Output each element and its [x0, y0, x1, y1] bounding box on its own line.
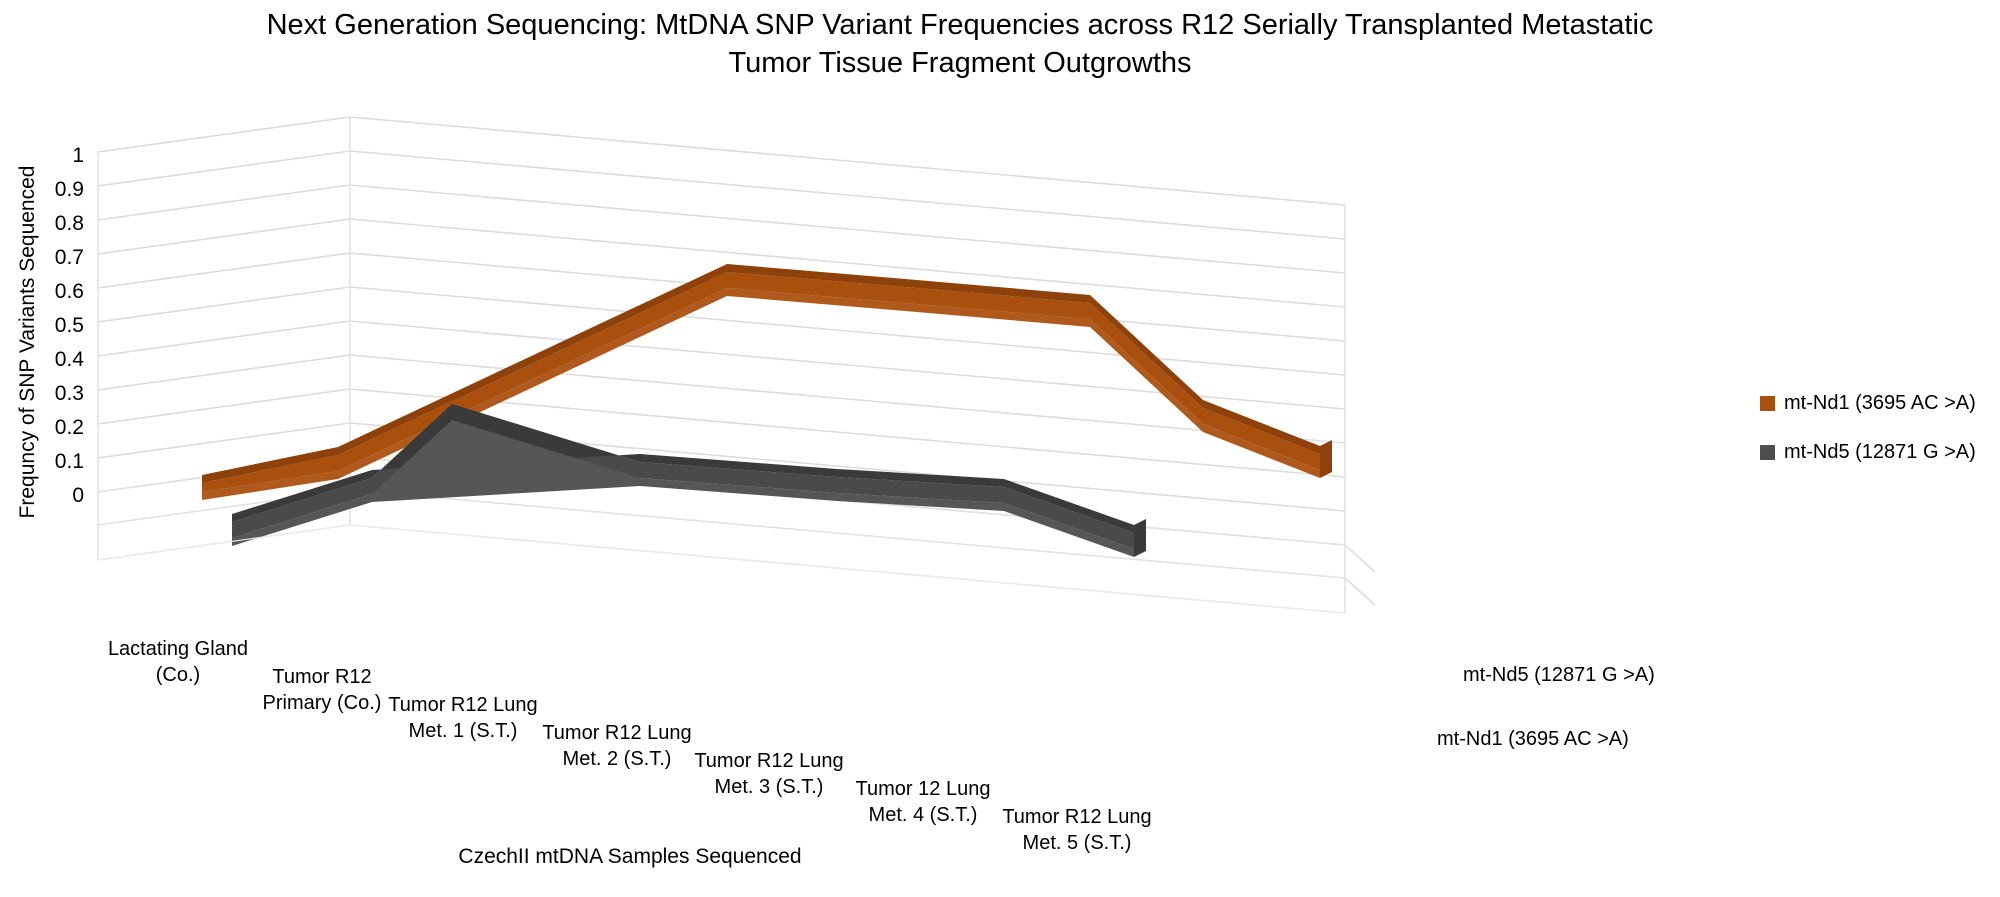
legend-swatch-mt-nd5: [1760, 445, 1775, 460]
y-tick-label: 0.5: [54, 314, 84, 337]
y-tick-label: 1: [72, 144, 84, 167]
legend-item-mt-nd1[interactable]: mt-Nd1 (3695 AC >A): [1760, 392, 2000, 415]
series-ribbon-mt-nd1: [202, 264, 1332, 500]
legend-item-mt-nd5[interactable]: mt-Nd5 (12871 G >A): [1760, 441, 2000, 464]
x-category-label: Tumor R12 Lung Met. 3 (S.T.): [664, 748, 874, 800]
legend-swatch-mt-nd1: [1760, 396, 1775, 411]
x-axis-title: CzechII mtDNA Samples Sequenced: [458, 845, 802, 868]
x-category-label-line: Met. 1 (S.T.): [408, 720, 518, 742]
y-tick-label: 0: [72, 484, 84, 507]
y-tick-label: 0.4: [54, 348, 84, 371]
x-category-label-line: Primary (Co.): [262, 692, 382, 714]
legend: mt-Nd1 (3695 AC >A) mt-Nd5 (12871 G >A): [1760, 392, 2000, 490]
x-category-label-line: Tumor R12 Lung: [388, 694, 538, 716]
y-tick-label: 0.3: [54, 382, 84, 405]
x-category-label: Lactating Gland (Co.): [78, 636, 278, 688]
x-category-label-line: Tumor R12 Lung: [542, 722, 692, 744]
x-category-label-line: Lactating Gland: [107, 638, 249, 660]
y-tick-label: 0.6: [54, 280, 84, 303]
x-category-label-line: Tumor R12 Lung: [694, 750, 844, 772]
y-tick-label: 0.9: [54, 178, 84, 201]
y-tick-label: 0.1: [54, 450, 84, 473]
x-category-label-line: Met. 2 (S.T.): [562, 748, 672, 770]
chart-title-line-1: Next Generation Sequencing: MtDNA SNP Va…: [266, 9, 1654, 41]
x-category-label-line: Met. 3 (S.T.): [714, 776, 824, 798]
x-category-label: Tumor R12 Lung Met. 2 (S.T.): [512, 720, 722, 772]
depth-axis-label-mt-nd1: mt-Nd1 (3695 AC >A): [1437, 728, 1629, 750]
series-ribbon-mt-nd5: [232, 404, 1146, 557]
x-category-label: Tumor R12 Lung Met. 5 (S.T.): [972, 804, 1182, 856]
depth-axis-label-mt-nd5: mt-Nd5 (12871 G >A): [1463, 664, 1655, 686]
x-category-label-line: Tumor 12 Lung: [855, 778, 991, 800]
x-category-label-line: (Co.): [155, 664, 201, 686]
chart-title-line-2: Tumor Tissue Fragment Outgrowths: [728, 47, 1192, 79]
floor-gridlines-front: [97, 524, 1346, 614]
y-axis-tick-labels: 1 0.9 0.8 0.7 0.6 0.5 0.4 0.3 0.2 0.1 0: [0, 0, 84, 897]
x-category-label-line: Tumor R12: [272, 666, 372, 688]
y-tick-label: 0.7: [54, 246, 84, 269]
y-tick-label: 0.2: [54, 416, 84, 439]
y-tick-label: 0.8: [54, 212, 84, 235]
x-category-label-line: Met. 4 (S.T.): [868, 804, 978, 826]
legend-label-mt-nd5: mt-Nd5 (12871 G >A): [1784, 441, 1976, 463]
x-category-label-line: Met. 5 (S.T.): [1022, 832, 1132, 854]
x-category-label-line: Tumor R12 Lung: [1002, 806, 1152, 828]
chart-title: Next Generation Sequencing: MtDNA SNP Va…: [150, 6, 1770, 82]
x-category-label: Tumor 12 Lung Met. 4 (S.T.): [818, 776, 1028, 828]
x-category-label: Tumor R12 Primary (Co.): [222, 664, 422, 716]
x-category-label: Tumor R12 Lung Met. 1 (S.T.): [358, 692, 568, 744]
legend-label-mt-nd1: mt-Nd1 (3695 AC >A): [1784, 392, 1976, 414]
depth-axis-ticks: [1344, 544, 1376, 606]
